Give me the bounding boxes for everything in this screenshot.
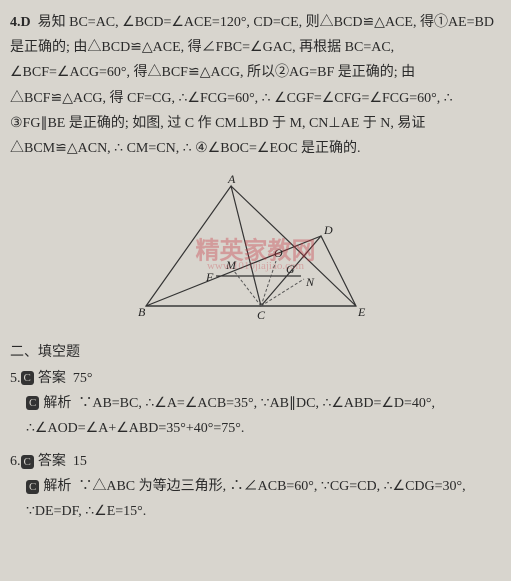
label-F: F bbox=[205, 270, 214, 284]
figure-container: A B C D E F G M N O 精英家教网 www.1010jiajia… bbox=[10, 171, 501, 330]
badge-icon: C bbox=[26, 396, 39, 410]
badge-icon: C bbox=[21, 371, 34, 385]
label-G: G bbox=[286, 262, 295, 276]
problem-5-answer-value: 75° bbox=[73, 371, 93, 386]
label-O: O bbox=[274, 246, 283, 260]
problem-4: 4.D 易知 BC=AC, ∠BCD=∠ACE=120°, CD=CE, 则△B… bbox=[10, 10, 501, 161]
problem-6-analysis-text: ∵△ABC 为等边三角形, ∴∠ACB=60°, ∵CG=CD, ∴∠CDG=3… bbox=[26, 479, 466, 519]
badge-icon: C bbox=[26, 480, 39, 494]
problem-5-number: 5. bbox=[10, 371, 21, 386]
label-B: B bbox=[138, 305, 146, 319]
problem-6-answer-label: 答案 bbox=[38, 454, 66, 469]
section-2-title: 二、填空题 bbox=[10, 340, 501, 365]
problem-6-answer-value: 15 bbox=[73, 454, 87, 469]
problem-5-analysis-text: ∵AB=BC, ∴∠A=∠ACB=35°, ∵AB∥DC, ∴∠ABD=∠D=4… bbox=[26, 396, 435, 436]
problem-5: 5.C答案 75° C解析 ∵AB=BC, ∴∠A=∠ACB=35°, ∵AB∥… bbox=[10, 366, 501, 442]
problem-4-number: 4.D bbox=[10, 15, 31, 30]
problem-6-analysis-label: 解析 bbox=[43, 479, 71, 494]
problem-6-number: 6. bbox=[10, 454, 21, 469]
geometry-figure: A B C D E F G M N O bbox=[126, 171, 386, 321]
label-D: D bbox=[323, 223, 333, 237]
problem-5-answer-label: 答案 bbox=[38, 371, 66, 386]
label-N: N bbox=[305, 275, 315, 289]
label-E: E bbox=[357, 305, 366, 319]
label-M: M bbox=[225, 258, 237, 272]
badge-icon: C bbox=[21, 455, 34, 469]
problem-5-analysis-label: 解析 bbox=[43, 396, 71, 411]
problem-6: 6.C答案 15 C解析 ∵△ABC 为等边三角形, ∴∠ACB=60°, ∵C… bbox=[10, 449, 501, 525]
problem-4-text: 易知 BC=AC, ∠BCD=∠ACE=120°, CD=CE, 则△BCD≌△… bbox=[10, 15, 494, 156]
label-C: C bbox=[257, 308, 266, 321]
label-A: A bbox=[227, 172, 236, 186]
